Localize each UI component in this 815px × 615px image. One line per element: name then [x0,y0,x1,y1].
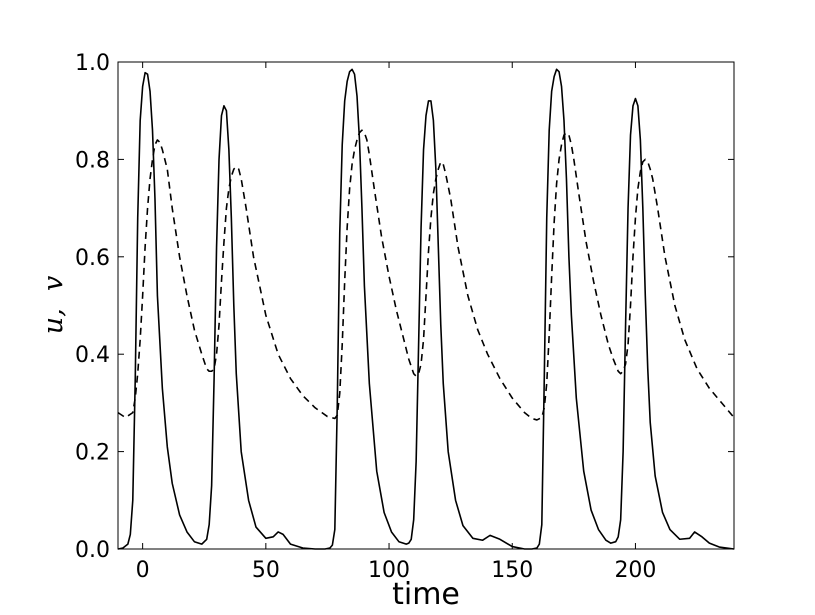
y-tick-label: 0.6 [75,246,110,271]
y-axis: 0.0 0.2 0.4 0.6 0.8 1.0 [75,51,734,563]
series-line-solid [117,68,735,550]
x-tick-label: 50 [252,558,280,583]
x-tick-label: 0 [136,558,150,583]
x-tick-label: 100 [368,558,410,583]
series-line-dashed [117,129,735,421]
x-tick-label: 150 [491,558,533,583]
x-axis-label: time [392,577,460,612]
y-tick-label: 1.0 [75,51,110,76]
x-tick-label: 200 [614,558,656,583]
plot-frame [117,61,735,550]
y-tick-label: 0.0 [75,538,110,563]
y-tick-label: 0.8 [75,148,110,173]
y-tick-label: 0.4 [75,343,110,368]
y-axis-label: u, v [38,276,69,334]
x-axis: 0 50 100 150 200 [136,62,656,583]
y-tick-label: 0.2 [75,441,110,466]
series-layer [117,68,735,550]
plot-area [118,62,734,549]
